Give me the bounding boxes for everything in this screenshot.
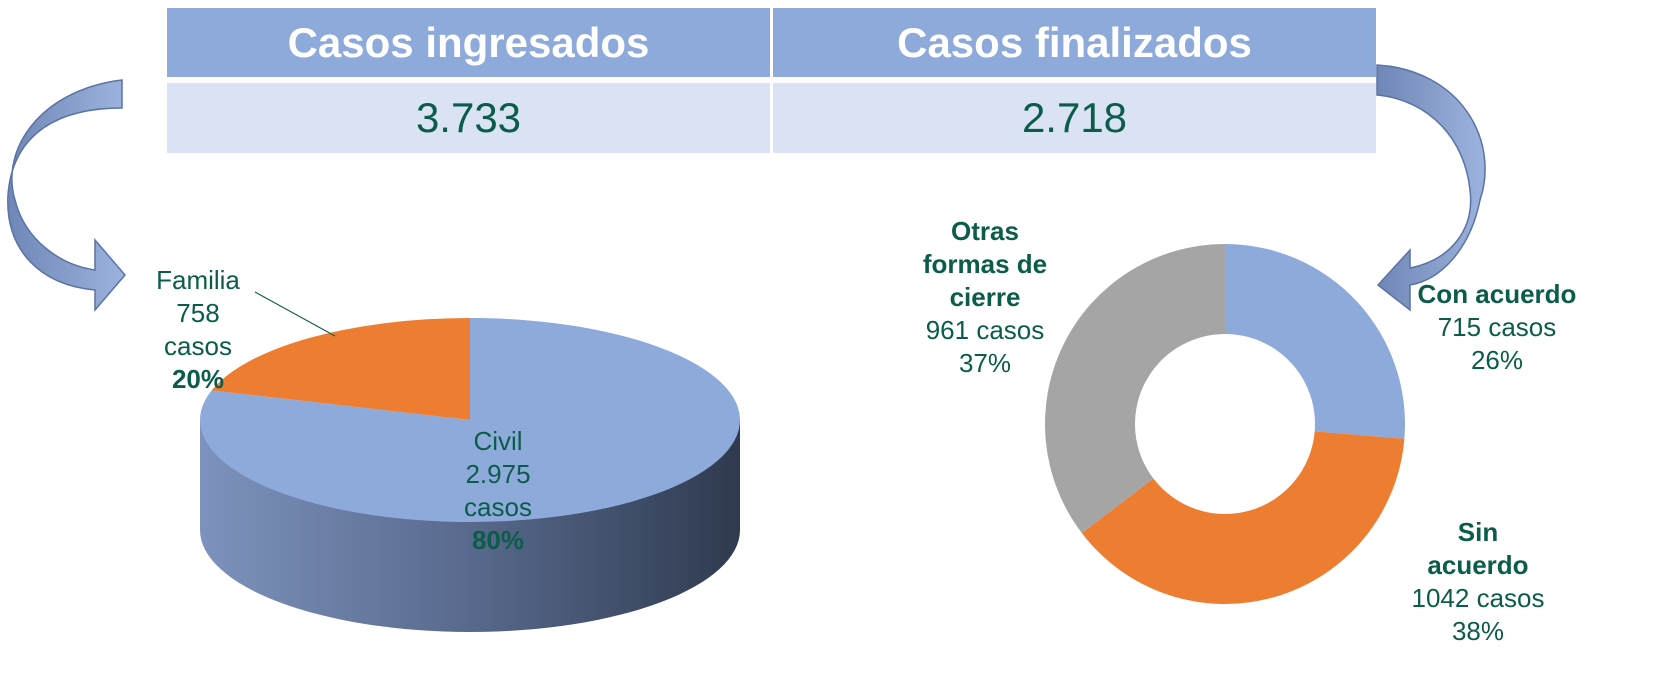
slice-label: Civil 2.975 casos 80% — [464, 425, 532, 557]
percent: 26% — [1470, 345, 1524, 375]
value-label: 758 — [176, 298, 220, 328]
leader-line — [254, 291, 336, 337]
slice-label: Sin acuerdo 1042 casos 38% — [1408, 516, 1548, 648]
unit: casos — [1488, 312, 1557, 342]
slice-label: Con acuerdo 715 casos 26% — [1417, 278, 1577, 377]
percent: 80% — [471, 525, 525, 555]
category: Con acuerdo — [1417, 279, 1577, 309]
value-cell: 3.733 — [167, 83, 770, 153]
value-cell: 2.718 — [773, 83, 1376, 153]
slice-label: Familia 758 casos 20% — [156, 264, 240, 396]
category: Familia — [156, 265, 240, 295]
percent: 38% — [1451, 616, 1505, 646]
unit: casos — [164, 331, 232, 361]
header-cell: Casos finalizados — [773, 8, 1376, 77]
value-label: 1042 — [1411, 583, 1470, 613]
value-label: 715 — [1437, 312, 1482, 342]
pie-slice — [199, 318, 740, 522]
unit: casos — [976, 315, 1045, 345]
donut-slice — [1081, 431, 1405, 604]
unit: casos — [1476, 583, 1545, 613]
unit: casos — [464, 492, 532, 522]
value-label: 961 — [925, 315, 970, 345]
arrow-left — [7, 79, 126, 313]
category: Otras formas de cierre — [922, 216, 1048, 312]
value-label: 2.975 — [465, 459, 531, 489]
percent: 37% — [958, 348, 1012, 378]
pie-slice — [211, 318, 470, 420]
donut-slice — [1045, 244, 1225, 534]
percent: 20% — [171, 364, 225, 394]
category: Sin acuerdo — [1427, 517, 1529, 580]
donut-slice — [1225, 244, 1405, 439]
slice-label: Otras formas de cierre 961 casos 37% — [910, 215, 1060, 380]
arrow-right — [1376, 64, 1486, 312]
header-cell: Casos ingresados — [167, 8, 770, 77]
category: Civil — [473, 426, 523, 456]
